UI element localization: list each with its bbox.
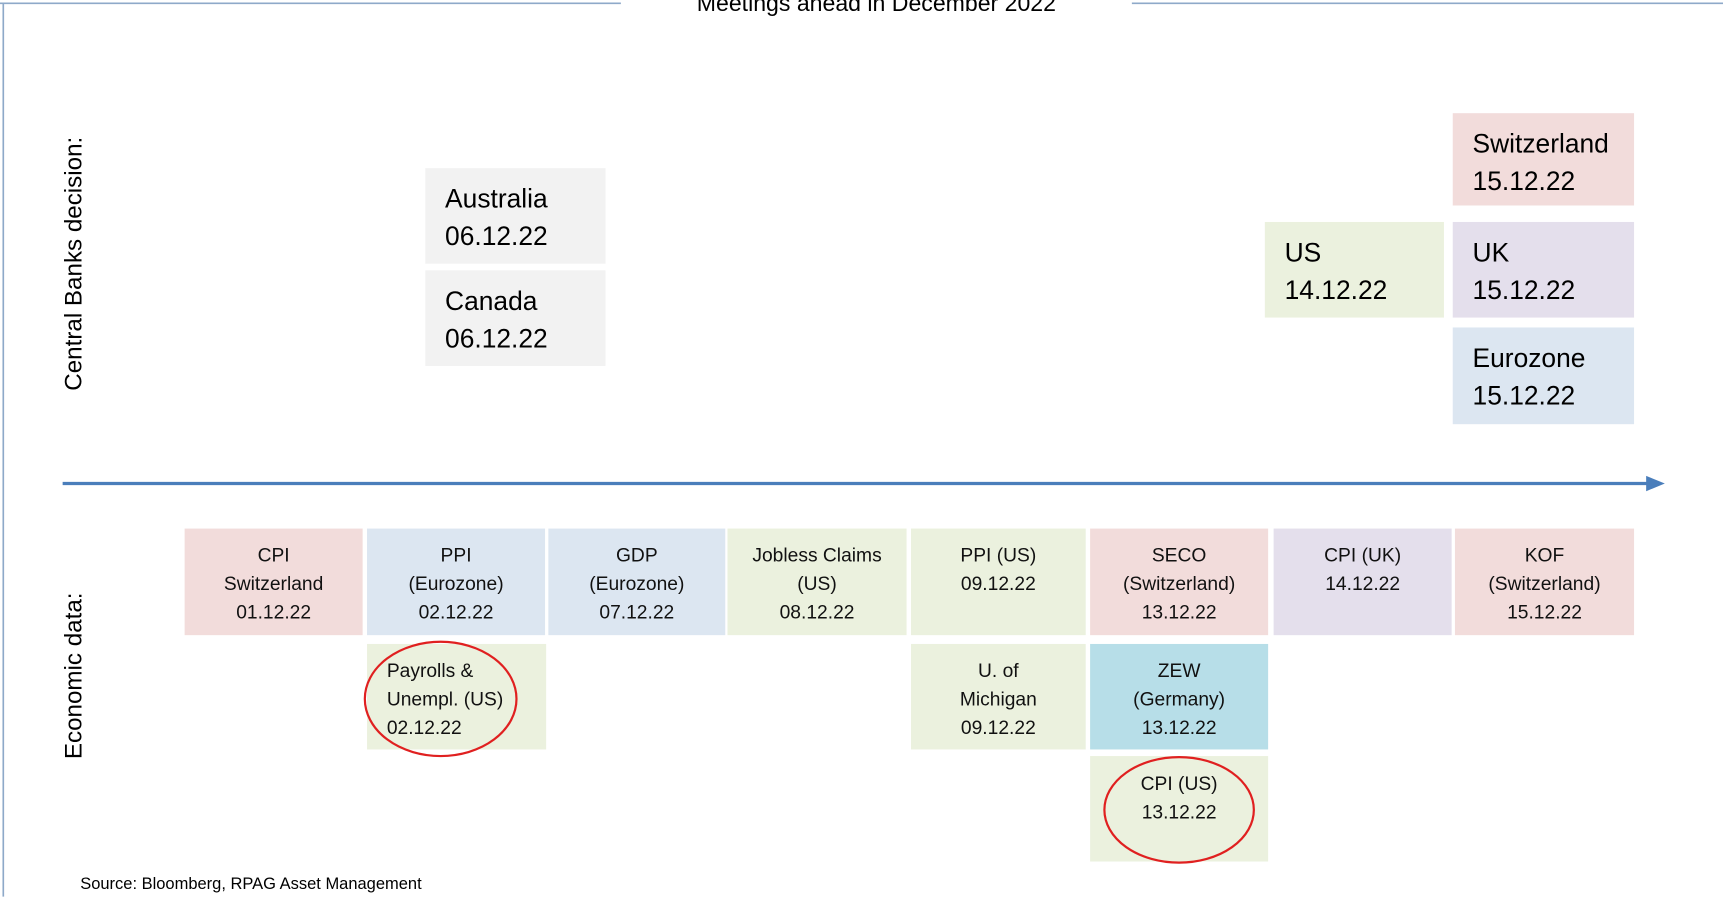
- data-box: CPI (US) 13.12.22: [1090, 756, 1269, 862]
- label-line: CPI (UK): [1324, 543, 1402, 566]
- data-box: PPI (US) 09.12.22: [910, 528, 1086, 636]
- bank-box: Eurozone 15.12.22: [1452, 327, 1635, 425]
- label-line: UK: [1472, 238, 1510, 269]
- label-line: CPI (US): [1140, 772, 1218, 795]
- bank-box: Australia 06.12.22: [425, 168, 606, 264]
- label-line: (US): [797, 572, 837, 595]
- label-line: 08.12.22: [779, 601, 855, 624]
- bank-box: Canada 06.12.22: [425, 270, 606, 366]
- data-box: Payrolls & Unempl. (US) 02.12.22: [367, 643, 547, 750]
- label-line: 13.12.22: [1141, 801, 1217, 824]
- label-line: Michigan: [959, 687, 1037, 710]
- label-line: Switzerland: [1472, 129, 1609, 160]
- data-box: KOF (Switzerland) 15.12.22: [1454, 528, 1635, 636]
- label-line: 13.12.22: [1141, 716, 1217, 739]
- label-line: Switzerland: [223, 572, 324, 595]
- label-line: (Switzerland): [1488, 572, 1601, 595]
- data-box: Jobless Claims (US) 08.12.22: [727, 528, 907, 636]
- label-line: 14.12.22: [1325, 572, 1401, 595]
- label-line: U. of: [978, 659, 1019, 682]
- label-line: Australia: [445, 184, 548, 215]
- label-line: PPI (US): [960, 543, 1037, 566]
- data-box: SECO (Switzerland) 13.12.22: [1090, 528, 1269, 636]
- label-line: (Eurozone): [408, 572, 504, 595]
- bank-box: UK 15.12.22: [1452, 221, 1635, 318]
- data-box: CPI Switzerland 01.12.22: [184, 528, 363, 636]
- label-line: 15.12.22: [1472, 381, 1576, 411]
- label-line: 07.12.22: [599, 601, 675, 624]
- label-line: PPI: [440, 543, 472, 566]
- label-line: SECO: [1151, 543, 1207, 566]
- data-box: CPI (UK) 14.12.22: [1273, 528, 1452, 636]
- label-line: 09.12.22: [960, 572, 1036, 595]
- side-label: Economic data:: [59, 592, 87, 760]
- label-line: (Germany): [1133, 687, 1226, 710]
- label-line: US: [1284, 238, 1322, 269]
- data-box: GDP (Eurozone) 07.12.22: [548, 528, 726, 636]
- data-box: ZEW (Germany) 13.12.22: [1090, 643, 1269, 750]
- data-box: PPI (Eurozone) 02.12.22: [367, 528, 546, 636]
- label-line: 14.12.22: [1284, 275, 1388, 306]
- label-line: (Switzerland): [1123, 572, 1236, 595]
- title: Meetings ahead in December 2022: [696, 0, 1056, 17]
- label-line: 09.12.22: [960, 716, 1036, 739]
- timeline-arrow: [1646, 475, 1665, 492]
- label-line: 15.12.22: [1472, 275, 1576, 306]
- label-line: Jobless Claims: [752, 543, 882, 566]
- label-line: 02.12.22: [418, 601, 494, 624]
- label-line: ZEW: [1157, 659, 1201, 682]
- label-line: 06.12.22: [445, 324, 548, 354]
- bank-box: US 14.12.22: [1264, 221, 1444, 318]
- label-line: KOF: [1524, 543, 1565, 566]
- label-line: Canada: [445, 286, 538, 317]
- label-line: 15.12.22: [1507, 601, 1582, 624]
- label-line: 02.12.22: [386, 716, 462, 739]
- label-line: 01.12.22: [236, 601, 312, 624]
- label-line: CPI: [257, 543, 290, 566]
- side-label: Central Banks decision:: [59, 136, 87, 391]
- label-line: 13.12.22: [1141, 601, 1217, 624]
- label-line: Eurozone: [1472, 343, 1586, 374]
- source-note: Source: Bloomberg, RPAG Asset Management: [80, 874, 422, 894]
- data-box: U. of Michigan 09.12.22: [910, 643, 1086, 750]
- bank-box: Switzerland 15.12.22: [1452, 113, 1635, 206]
- label-line: (Eurozone): [589, 572, 685, 595]
- label-line: Payrolls &: [386, 659, 474, 682]
- label-line: GDP: [615, 543, 658, 566]
- label-line: 15.12.22: [1472, 167, 1576, 197]
- label-line: 06.12.22: [445, 221, 548, 252]
- label-line: Unempl. (US): [386, 687, 504, 710]
